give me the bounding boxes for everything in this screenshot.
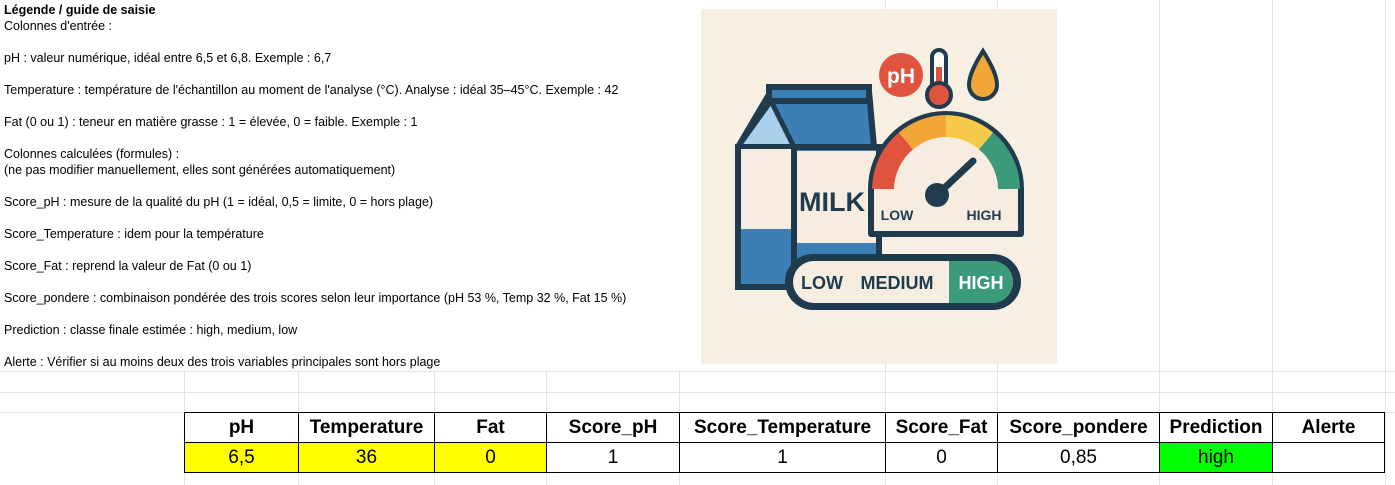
- cell-alerte-value[interactable]: [1272, 442, 1385, 473]
- cell-prediction-value[interactable]: high: [1159, 442, 1273, 473]
- legend-line: Score_Temperature : idem pour la tempéra…: [4, 227, 264, 241]
- legend-title: Légende / guide de saisie: [4, 3, 156, 17]
- ph-badge-label: pH: [887, 65, 915, 88]
- grid-vline: [1385, 0, 1386, 485]
- droplet-icon: [966, 47, 1000, 101]
- ph-badge-icon: pH: [879, 53, 923, 97]
- milk-carton-icon: MILK: [735, 84, 882, 300]
- header-cell-temperature[interactable]: Temperature: [298, 412, 435, 443]
- quality-level-bar: LOW MEDIUM HIGH: [785, 254, 1021, 310]
- legend-line: Colonnes calculées (formules) :: [4, 147, 180, 161]
- header-row: pH Temperature Fat Score_pH Score_Temper…: [184, 412, 1385, 443]
- legend-line: Score_pondere : combinaison pondérée des…: [4, 291, 627, 305]
- legend-line: Alerte : Vérifier si au moins deux des t…: [4, 355, 441, 369]
- gauge-icon: LOW HIGH: [868, 111, 1024, 237]
- legend-line: (ne pas modifier manuellement, elles son…: [4, 163, 396, 177]
- cell-fat-value[interactable]: 0: [434, 442, 547, 473]
- cell-score-temperature-value[interactable]: 1: [679, 442, 886, 473]
- cell-score-fat-value[interactable]: 0: [885, 442, 998, 473]
- bar-high-label: HIGH: [959, 273, 1004, 293]
- bar-medium-label: MEDIUM: [861, 273, 934, 293]
- gauge-high-label: HIGH: [967, 207, 1002, 223]
- grid-hline: [0, 392, 1395, 393]
- header-cell-fat[interactable]: Fat: [434, 412, 547, 443]
- header-cell-score-temperature[interactable]: Score_Temperature: [679, 412, 886, 443]
- header-cell-alerte[interactable]: Alerte: [1272, 412, 1385, 443]
- legend-line: Score_pH : mesure de la qualité du pH (1…: [4, 195, 434, 209]
- table-row: 6,5 36 0 1 1 0 0,85 high: [184, 442, 1385, 473]
- header-cell-ph[interactable]: pH: [184, 412, 299, 443]
- cell-score-ph-value[interactable]: 1: [546, 442, 680, 473]
- milk-label: MILK: [799, 187, 865, 217]
- header-cell-prediction[interactable]: Prediction: [1159, 412, 1273, 443]
- grid-hline: [0, 371, 1395, 372]
- cell-ph-value[interactable]: 6,5: [184, 442, 299, 473]
- data-table: pH Temperature Fat Score_pH Score_Temper…: [184, 412, 1385, 473]
- legend-line: Fat (0 ou 1) : teneur en matière grasse …: [4, 115, 418, 129]
- grid-vline: [1272, 0, 1273, 485]
- thermometer-icon: [925, 48, 953, 109]
- milk-quality-illustration[interactable]: pH MILK: [701, 9, 1057, 364]
- header-cell-score-ph[interactable]: Score_pH: [546, 412, 680, 443]
- legend-line: Colonnes d'entrée :: [4, 19, 113, 33]
- cell-temperature-value[interactable]: 36: [298, 442, 435, 473]
- cell-score-pondere-value[interactable]: 0,85: [997, 442, 1160, 473]
- grid-vline: [1159, 0, 1160, 485]
- gauge-low-label: LOW: [881, 207, 914, 223]
- legend-line: Prediction : classe finale estimée : hig…: [4, 323, 298, 337]
- header-cell-score-pondere[interactable]: Score_pondere: [997, 412, 1160, 443]
- bar-low-label: LOW: [801, 273, 843, 293]
- legend-line: Score_Fat : reprend la valeur de Fat (0 …: [4, 259, 252, 273]
- merged-legend-cell: [0, 0, 700, 371]
- legend-line: pH : valeur numérique, idéal entre 6,5 e…: [4, 51, 332, 65]
- legend-line: Temperature : température de l'échantill…: [4, 83, 619, 97]
- header-cell-score-fat[interactable]: Score_Fat: [885, 412, 998, 443]
